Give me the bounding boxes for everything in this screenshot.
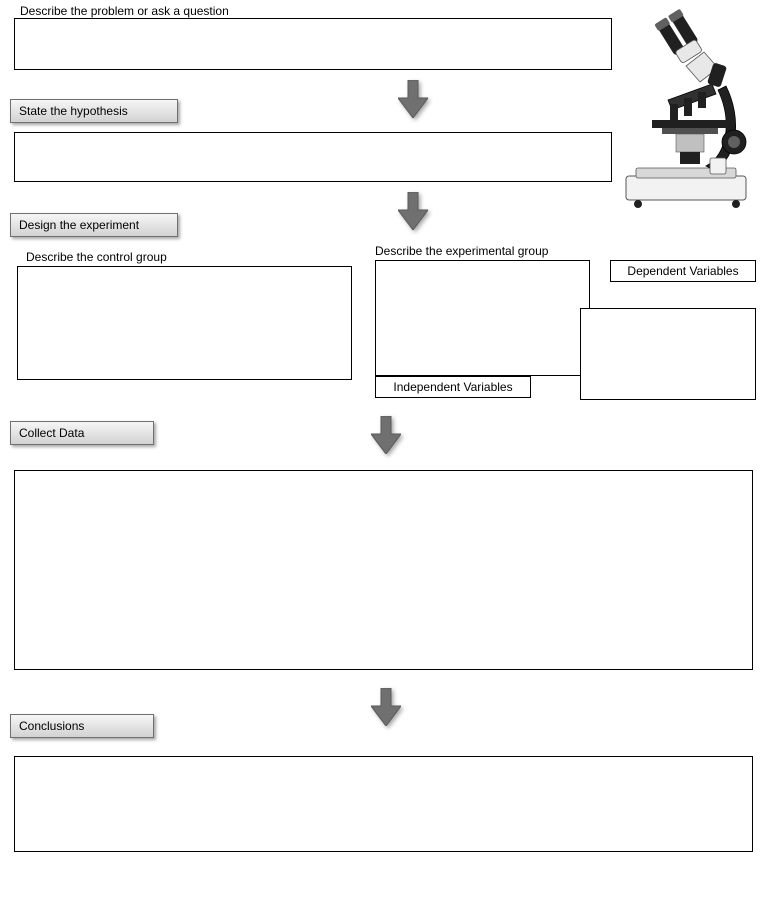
conclusions-button-label: Conclusions: [19, 719, 84, 733]
hypothesis-box[interactable]: [14, 132, 612, 182]
design-experiment-button[interactable]: Design the experiment: [10, 213, 178, 237]
dependent-variables-box[interactable]: [580, 308, 756, 400]
control-group-label: Describe the control group: [26, 250, 167, 264]
hypothesis-button[interactable]: State the hypothesis: [10, 99, 178, 123]
collect-data-button-label: Collect Data: [19, 426, 84, 440]
hypothesis-button-label: State the hypothesis: [19, 104, 128, 118]
problem-label: Describe the problem or ask a question: [20, 4, 229, 18]
dependent-variables-label-box: Dependent Variables: [610, 260, 756, 282]
conclusions-box[interactable]: [14, 756, 753, 852]
problem-box[interactable]: [14, 18, 612, 70]
worksheet-canvas: Describe the problem or ask a question S…: [0, 0, 770, 906]
collect-data-box[interactable]: [14, 470, 753, 670]
arrow-down-icon: [398, 192, 428, 230]
experimental-group-label: Describe the experimental group: [375, 244, 548, 258]
collect-data-button[interactable]: Collect Data: [10, 421, 154, 445]
arrow-down-icon: [371, 416, 401, 454]
independent-variables-label-box: Independent Variables: [375, 376, 531, 398]
arrow-down-icon: [371, 688, 401, 726]
design-experiment-button-label: Design the experiment: [19, 218, 139, 232]
conclusions-button[interactable]: Conclusions: [10, 714, 154, 738]
control-group-box[interactable]: [17, 266, 352, 380]
arrow-down-icon: [398, 80, 428, 118]
dependent-variables-label: Dependent Variables: [627, 264, 738, 278]
independent-variables-label: Independent Variables: [393, 380, 512, 394]
microscope-icon: [618, 8, 758, 208]
experimental-group-box[interactable]: [375, 260, 590, 376]
